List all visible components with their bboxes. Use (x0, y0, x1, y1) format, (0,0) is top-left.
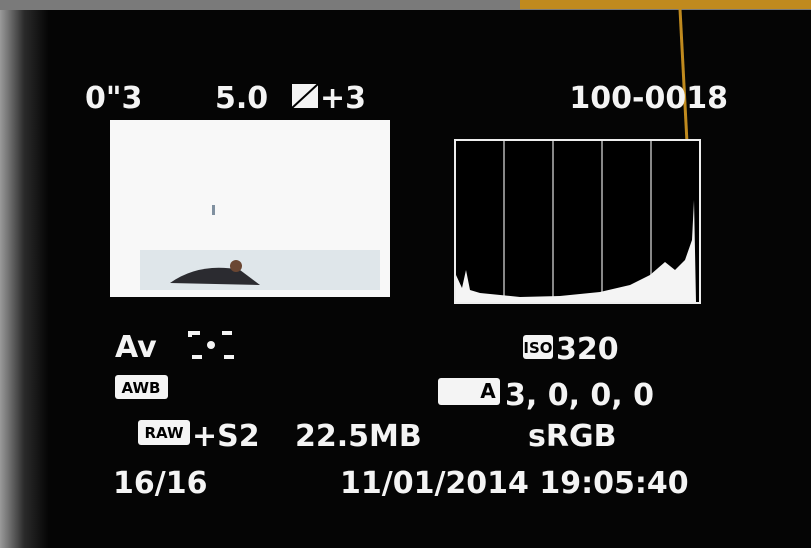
quality-icon-label: RAW (144, 424, 183, 442)
quality-value: +S2 (192, 419, 260, 454)
shooting-mode: Av (115, 330, 157, 365)
file-number: 100-0018 (569, 81, 728, 116)
file-size: 22.5MB (295, 419, 422, 454)
iso-value: 320 (556, 332, 619, 367)
page: 0"3 5.0 +3 100-0018 Av ISO 320 AWB A 3, … (0, 0, 811, 548)
picture-style-values: 3, 0, 0, 0 (505, 378, 654, 413)
white-balance: AWB (122, 379, 161, 397)
shutter-speed: 0"3 (85, 81, 142, 116)
picture-style-icon-label: A (480, 379, 496, 403)
thumbnail-head (230, 260, 242, 272)
thumbnail-detail (212, 205, 215, 215)
aperture: 5.0 (215, 81, 268, 116)
iso-icon-label: ISO (523, 339, 552, 357)
camera-screen: 0"3 5.0 +3 100-0018 Av ISO 320 AWB A 3, … (0, 0, 811, 548)
annotation-box (520, 0, 811, 9)
exposure-comp: +3 (320, 81, 366, 116)
color-space: sRGB (528, 419, 616, 454)
metering-dot (207, 341, 215, 349)
thumbnail-ground (140, 250, 380, 290)
datetime: 11/01/2014 19:05:40 (340, 466, 689, 501)
image-count: 16/16 (113, 466, 207, 501)
